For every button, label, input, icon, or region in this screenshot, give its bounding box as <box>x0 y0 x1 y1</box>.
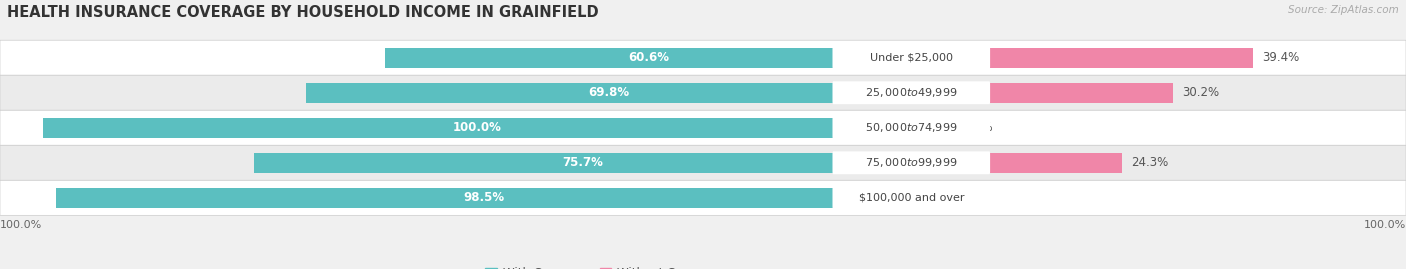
Text: 69.8%: 69.8% <box>588 86 628 99</box>
Text: 24.3%: 24.3% <box>1130 156 1168 169</box>
Text: Source: ZipAtlas.com: Source: ZipAtlas.com <box>1288 5 1399 15</box>
Bar <box>911 188 924 208</box>
Text: 98.5%: 98.5% <box>464 191 505 204</box>
Text: 0.0%: 0.0% <box>963 121 993 134</box>
Text: 30.2%: 30.2% <box>1182 86 1219 99</box>
FancyBboxPatch shape <box>0 110 1406 145</box>
Text: 60.6%: 60.6% <box>628 51 669 64</box>
Text: HEALTH INSURANCE COVERAGE BY HOUSEHOLD INCOME IN GRAINFIELD: HEALTH INSURANCE COVERAGE BY HOUSEHOLD I… <box>7 5 599 20</box>
FancyBboxPatch shape <box>0 180 1406 215</box>
Text: 75.7%: 75.7% <box>562 156 603 169</box>
FancyBboxPatch shape <box>832 46 990 69</box>
FancyBboxPatch shape <box>0 145 1406 180</box>
Bar <box>56 188 911 208</box>
Bar <box>911 48 1253 68</box>
FancyBboxPatch shape <box>832 151 990 174</box>
Bar <box>44 118 911 138</box>
Text: 100.0%: 100.0% <box>0 220 42 229</box>
Bar <box>911 83 1174 103</box>
Bar <box>305 83 911 103</box>
Legend: With Coverage, Without Coverage: With Coverage, Without Coverage <box>485 267 724 269</box>
Text: 100.0%: 100.0% <box>1364 220 1406 229</box>
Bar <box>911 153 1122 173</box>
Text: 39.4%: 39.4% <box>1263 51 1299 64</box>
Text: $25,000 to $49,999: $25,000 to $49,999 <box>865 86 957 99</box>
FancyBboxPatch shape <box>832 116 990 139</box>
Text: $75,000 to $99,999: $75,000 to $99,999 <box>865 156 957 169</box>
Bar <box>385 48 911 68</box>
FancyBboxPatch shape <box>0 75 1406 110</box>
Text: $50,000 to $74,999: $50,000 to $74,999 <box>865 121 957 134</box>
FancyBboxPatch shape <box>0 40 1406 75</box>
FancyBboxPatch shape <box>832 186 990 209</box>
Text: $100,000 and over: $100,000 and over <box>859 193 965 203</box>
Text: Under $25,000: Under $25,000 <box>870 53 953 63</box>
FancyBboxPatch shape <box>832 81 990 104</box>
Bar <box>254 153 911 173</box>
Text: 100.0%: 100.0% <box>453 121 502 134</box>
Text: 1.5%: 1.5% <box>934 191 963 204</box>
